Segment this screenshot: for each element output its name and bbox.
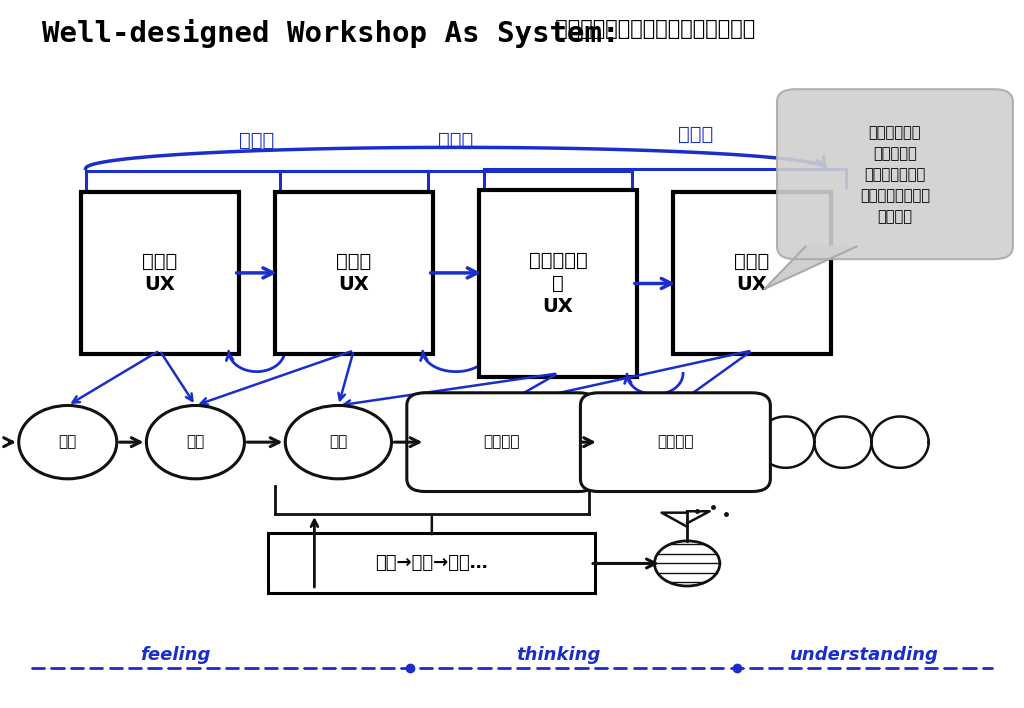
FancyBboxPatch shape	[274, 192, 433, 354]
FancyBboxPatch shape	[777, 89, 1013, 259]
Text: thinking: thinking	[516, 646, 600, 664]
Text: 参加前: 参加前	[239, 130, 274, 149]
Text: 日常生活: 日常生活	[657, 435, 693, 450]
Ellipse shape	[286, 406, 391, 479]
Polygon shape	[765, 246, 857, 289]
Text: Well-designed Workshop As System:: Well-designed Workshop As System:	[42, 19, 620, 48]
Text: 告知: 告知	[58, 435, 77, 450]
Ellipse shape	[18, 406, 117, 479]
FancyBboxPatch shape	[479, 190, 637, 377]
FancyBboxPatch shape	[81, 192, 239, 354]
Text: よくデザインされたワークショップ: よくデザインされたワークショップ	[548, 19, 755, 39]
FancyBboxPatch shape	[581, 393, 770, 491]
Text: 参加中: 参加中	[438, 130, 473, 149]
Text: understanding: understanding	[790, 646, 939, 664]
Text: feeling: feeling	[140, 646, 210, 664]
FancyBboxPatch shape	[268, 534, 595, 593]
Text: 予期的
UX: 予期的 UX	[142, 251, 177, 294]
Text: 累積的
UX: 累積的 UX	[734, 251, 770, 294]
Text: メタな視点を
手に入れて
日常に持ち帰り
取り入れることの
積み重ね: メタな視点を 手に入れて 日常に持ち帰り 取り入れることの 積み重ね	[860, 125, 930, 224]
FancyBboxPatch shape	[673, 192, 831, 354]
Text: 振り返り: 振り返り	[483, 435, 520, 450]
Text: エピソード
的
UX: エピソード 的 UX	[528, 251, 588, 316]
Ellipse shape	[146, 406, 245, 479]
Text: 参加後: 参加後	[678, 125, 714, 144]
Text: 協働: 協働	[330, 435, 347, 450]
Text: 一時的
UX: 一時的 UX	[336, 251, 372, 294]
FancyBboxPatch shape	[407, 393, 597, 491]
Text: 共有→発見→内省…: 共有→発見→内省…	[376, 554, 488, 573]
Text: 導入: 導入	[186, 435, 205, 450]
